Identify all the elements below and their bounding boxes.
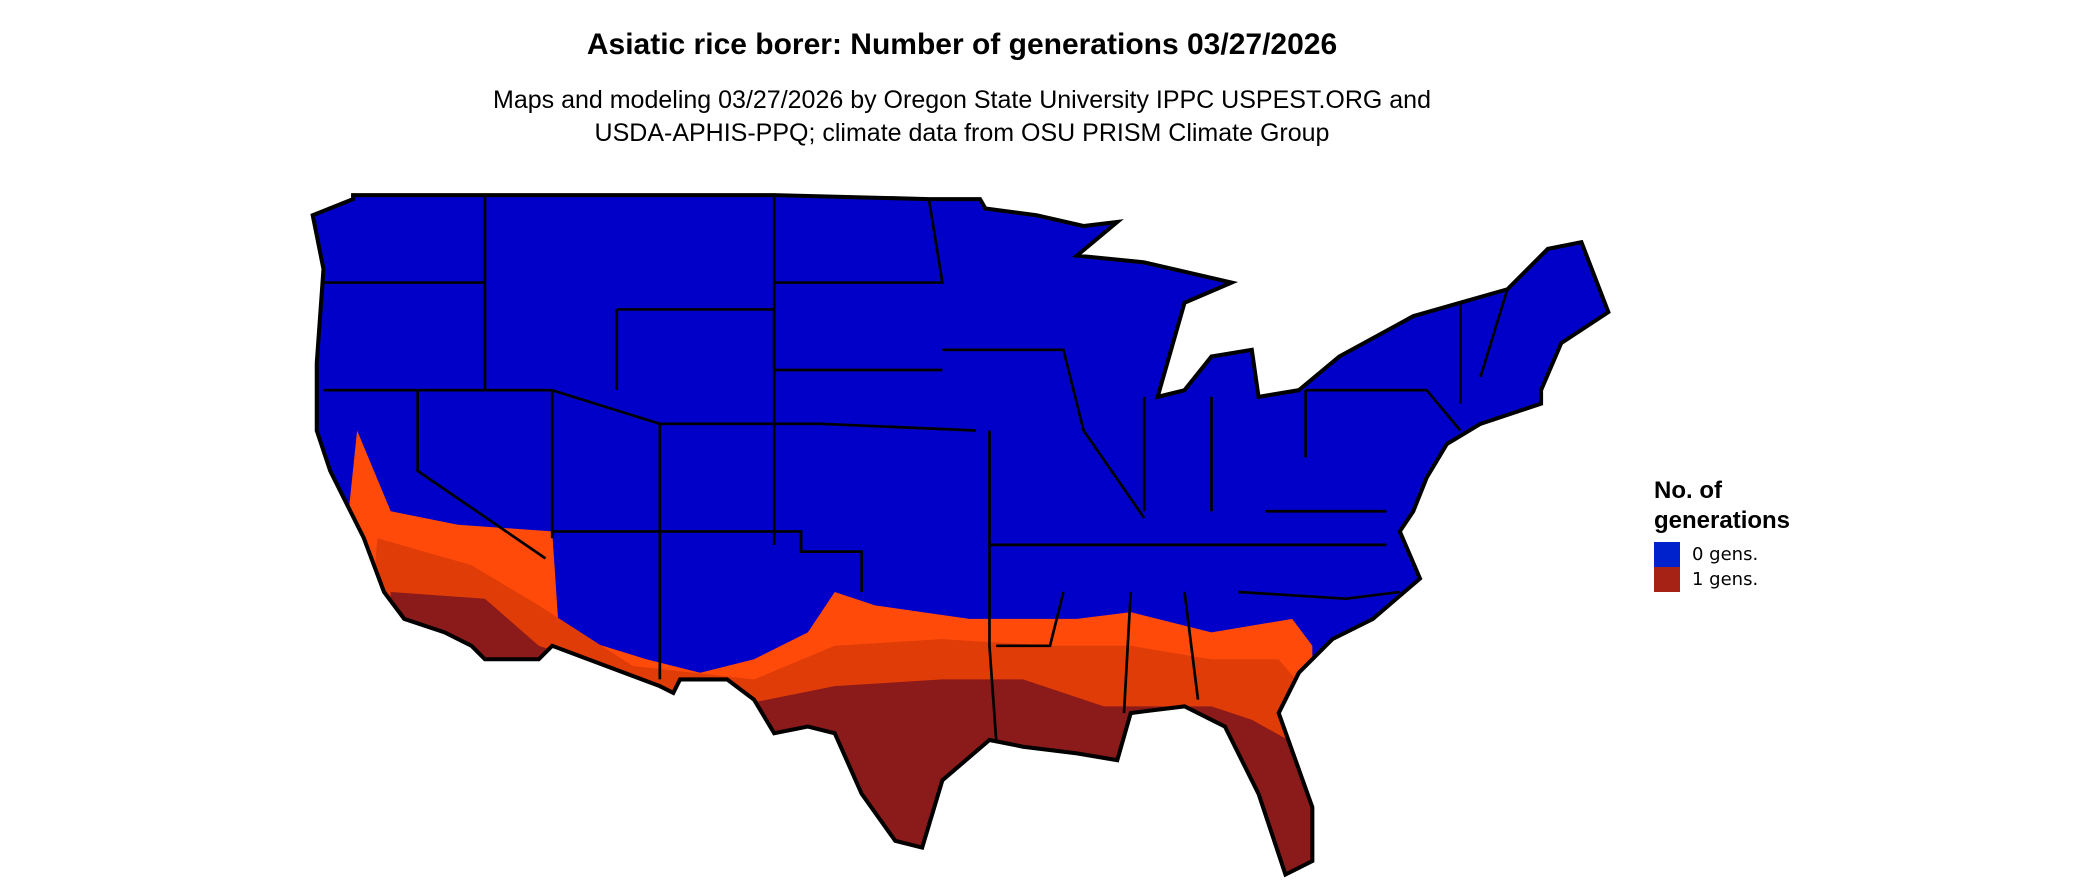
legend-label: 0 gens. <box>1692 544 1759 565</box>
legend: No. of generations 0 gens. 1 gens. <box>1654 476 1790 592</box>
legend-item-0-gens: 0 gens. <box>1654 542 1790 567</box>
legend-title-line1: No. of <box>1654 477 1722 504</box>
legend-swatch-0 <box>1654 542 1680 567</box>
state-borders <box>323 195 1509 741</box>
map-subtitle-line2: USDA-APHIS-PPQ; climate data from OSU PR… <box>594 119 1330 147</box>
legend-swatch-1 <box>1654 567 1680 592</box>
legend-item-1-gens: 1 gens. <box>1654 567 1790 592</box>
legend-title-line2: generations <box>1654 507 1791 534</box>
map-title: Asiatic rice borer: Number of generation… <box>586 28 1338 61</box>
map-subtitle-line1: Maps and modeling 03/27/2026 by Oregon S… <box>493 86 1431 114</box>
legend-label: 1 gens. <box>1692 569 1759 590</box>
